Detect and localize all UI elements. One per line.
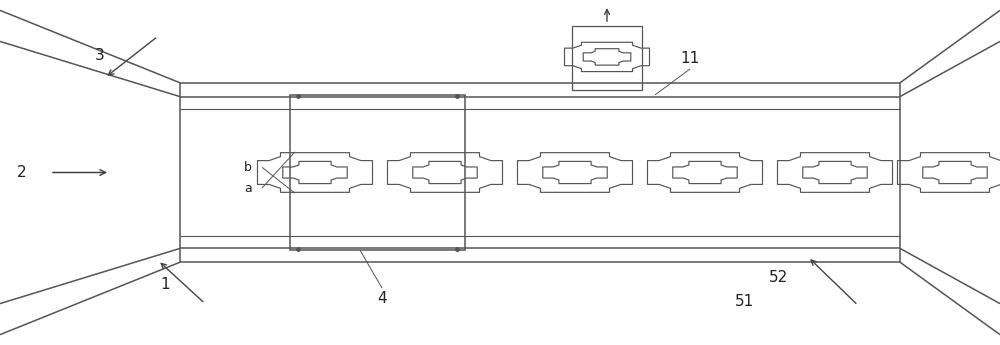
Text: b: b [244, 161, 252, 174]
Text: a: a [244, 181, 252, 195]
Text: 52: 52 [768, 270, 788, 285]
Bar [572, 26, 642, 90]
Text: 51: 51 [735, 294, 755, 309]
Text: 3: 3 [95, 48, 105, 63]
Text: 4: 4 [377, 291, 387, 306]
Text: 11: 11 [680, 51, 700, 66]
Text: 2: 2 [17, 165, 27, 180]
Text: 1: 1 [160, 277, 170, 292]
Bar [290, 95, 465, 250]
